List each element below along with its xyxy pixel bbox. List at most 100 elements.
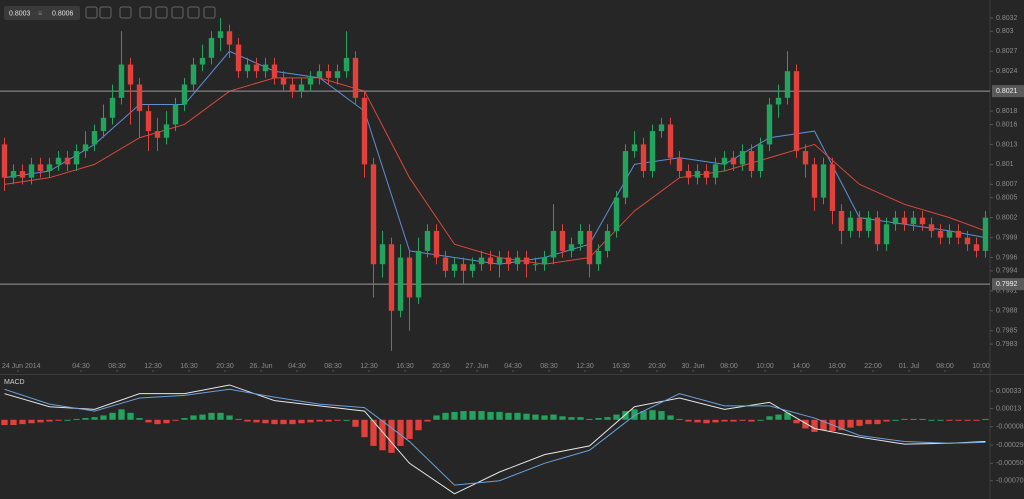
candle-body bbox=[901, 217, 908, 225]
histogram-bar bbox=[685, 419, 692, 422]
indicator-button[interactable] bbox=[155, 6, 168, 19]
period-button[interactable] bbox=[119, 6, 132, 19]
candle-body bbox=[820, 164, 827, 198]
candle-body bbox=[937, 230, 944, 238]
candle-body bbox=[73, 151, 80, 165]
histogram-bar bbox=[19, 419, 26, 425]
candle-body bbox=[127, 64, 134, 85]
histogram-bar bbox=[262, 419, 269, 424]
histogram-bar bbox=[289, 419, 296, 425]
candle-body bbox=[559, 230, 566, 251]
y-tick-label: 0.8018 bbox=[996, 108, 1018, 115]
histogram-bar bbox=[136, 418, 143, 420]
candle-body bbox=[442, 257, 449, 271]
x-tick-label: 22:00 bbox=[864, 363, 882, 370]
candle-body bbox=[316, 71, 323, 78]
histogram-bar bbox=[874, 419, 881, 425]
candle-body bbox=[64, 157, 71, 165]
x-tick-label: 10:00 bbox=[972, 363, 990, 370]
candle-body bbox=[271, 64, 278, 78]
histogram-bar bbox=[118, 409, 125, 420]
x-tick-label: 27. Jun bbox=[466, 363, 489, 370]
candle-body bbox=[730, 157, 737, 165]
y-tick-label: 0.8024 bbox=[996, 68, 1018, 75]
candle-body bbox=[181, 84, 188, 105]
chart-type-button[interactable] bbox=[139, 6, 152, 19]
histogram-bar bbox=[406, 419, 413, 439]
histogram-bar bbox=[91, 417, 98, 420]
histogram-bar bbox=[154, 419, 161, 425]
candle-body bbox=[307, 77, 314, 85]
y-tick-label: -0.00070 bbox=[996, 478, 1024, 485]
price-box[interactable] bbox=[4, 6, 80, 20]
histogram-bar bbox=[55, 419, 62, 421]
candle-body bbox=[622, 151, 629, 198]
zoom-out-button[interactable] bbox=[99, 6, 112, 19]
candle-body bbox=[811, 164, 818, 198]
candle-body bbox=[568, 244, 575, 251]
histogram-bar bbox=[235, 418, 242, 420]
histogram-bar bbox=[424, 419, 431, 422]
histogram-bar bbox=[253, 419, 260, 423]
y-tick-label: -0.00050 bbox=[996, 460, 1024, 467]
candle-body bbox=[766, 104, 773, 145]
histogram-bar bbox=[937, 419, 944, 421]
candle-body bbox=[604, 230, 611, 251]
histogram-bar bbox=[766, 416, 773, 420]
histogram-bar bbox=[379, 419, 386, 451]
histogram-bar bbox=[820, 419, 827, 431]
histogram-bar bbox=[964, 419, 971, 421]
candle-body bbox=[280, 77, 287, 85]
indicator-line bbox=[4, 388, 986, 486]
candle-body bbox=[847, 217, 854, 231]
candle-body bbox=[361, 97, 368, 165]
x-tick-label: 08:30 bbox=[324, 363, 342, 370]
histogram-bar bbox=[613, 414, 620, 420]
draw-button[interactable] bbox=[171, 6, 184, 19]
candle-body bbox=[577, 230, 584, 245]
histogram-bar bbox=[739, 419, 746, 421]
fullscreen-button[interactable] bbox=[203, 6, 216, 19]
level-label: 0.7992 bbox=[996, 281, 1018, 288]
zoom-in-button[interactable] bbox=[85, 6, 98, 19]
histogram-bar bbox=[955, 419, 962, 421]
level-label: 0.8021 bbox=[996, 88, 1018, 95]
y-tick-label: -0.00008 bbox=[996, 424, 1024, 431]
histogram-bar bbox=[316, 419, 323, 422]
histogram-bar bbox=[640, 411, 647, 420]
histogram-bar bbox=[676, 418, 683, 420]
histogram-bar bbox=[397, 419, 404, 446]
candle-body bbox=[775, 97, 782, 105]
x-tick-label: 18:00 bbox=[828, 363, 846, 370]
candle-body bbox=[694, 171, 701, 178]
x-tick-label: 12:30 bbox=[360, 363, 378, 370]
y-tick-label: 0.7988 bbox=[996, 308, 1018, 315]
candle-body bbox=[235, 44, 242, 72]
histogram-bar bbox=[46, 419, 53, 422]
histogram-bar bbox=[730, 419, 737, 422]
histogram-bar bbox=[838, 419, 845, 431]
candle-body bbox=[163, 124, 170, 138]
candle-body bbox=[100, 117, 107, 132]
candle-body bbox=[838, 210, 845, 231]
x-tick-label: 16:30 bbox=[396, 363, 414, 370]
histogram-bar bbox=[748, 419, 755, 422]
candle-body bbox=[712, 164, 719, 178]
histogram-bar bbox=[343, 419, 350, 421]
histogram-bar bbox=[595, 418, 602, 420]
candle-body bbox=[298, 84, 305, 92]
histogram-bar bbox=[649, 410, 656, 420]
candle-body bbox=[874, 217, 881, 245]
candle-body bbox=[10, 171, 17, 178]
settings-button[interactable] bbox=[187, 6, 200, 19]
histogram-bar bbox=[271, 419, 278, 425]
histogram-bar bbox=[181, 418, 188, 420]
level-label-box bbox=[992, 278, 1024, 291]
candle-body bbox=[334, 71, 341, 78]
histogram-bar bbox=[442, 412, 449, 420]
x-tick-label: 08:00 bbox=[936, 363, 954, 370]
candle-body bbox=[37, 164, 44, 172]
x-tick-label: 20:30 bbox=[216, 363, 234, 370]
candle-body bbox=[343, 57, 350, 72]
candle-body bbox=[685, 171, 692, 178]
